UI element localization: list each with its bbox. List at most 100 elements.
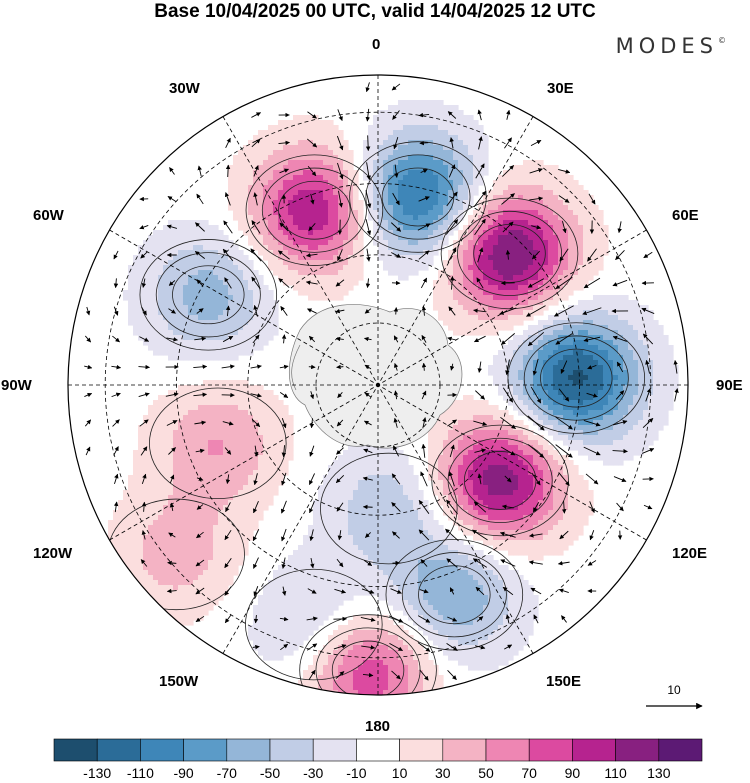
anomaly-cell (553, 290, 559, 296)
anomaly-cell (533, 440, 539, 446)
anomaly-cell (173, 475, 179, 481)
anomaly-cell (468, 425, 474, 431)
anomaly-cell (383, 160, 389, 166)
anomaly-cell (568, 290, 574, 296)
anomaly-cell (648, 315, 654, 321)
anomaly-cell (138, 435, 144, 441)
anomaly-cell (528, 445, 534, 451)
anomaly-cell (338, 240, 344, 246)
anomaly-cell (543, 215, 549, 221)
anomaly-cell (508, 285, 514, 291)
anomaly-cell (188, 260, 194, 266)
anomaly-cell (533, 235, 539, 241)
anomaly-cell (278, 150, 284, 156)
anomaly-cell (318, 280, 324, 286)
anomaly-cell (443, 155, 449, 161)
anomaly-cell (638, 320, 644, 326)
anomaly-cell (308, 185, 314, 191)
anomaly-cell (568, 310, 574, 316)
anomaly-cell (203, 260, 209, 266)
anomaly-cell (493, 405, 499, 411)
anomaly-cell (553, 320, 559, 326)
anomaly-cell (193, 335, 199, 341)
anomaly-cell (608, 390, 614, 396)
anomaly-cell (228, 200, 234, 206)
anomaly-cell (558, 220, 564, 226)
anomaly-cell (463, 195, 469, 201)
anomaly-cell (423, 230, 429, 236)
anomaly-cell (328, 200, 334, 206)
anomaly-cell (538, 280, 544, 286)
anomaly-cell (403, 265, 409, 271)
anomaly-cell (463, 295, 469, 301)
anomaly-cell (233, 210, 239, 216)
anomaly-cell (528, 215, 534, 221)
anomaly-cell (273, 415, 279, 421)
anomaly-cell (413, 190, 419, 196)
anomaly-cell (373, 185, 379, 191)
anomaly-cell (383, 150, 389, 156)
anomaly-cell (443, 165, 449, 171)
anomaly-cell (188, 325, 194, 331)
anomaly-cell (358, 450, 364, 456)
anomaly-cell (578, 370, 584, 376)
anomaly-cell (248, 400, 254, 406)
anomaly-cell (153, 425, 159, 431)
anomaly-cell (218, 485, 224, 491)
anomaly-cell (163, 340, 169, 346)
anomaly-cell (533, 250, 539, 256)
anomaly-cell (188, 230, 194, 236)
anomaly-cell (603, 305, 609, 311)
anomaly-cell (308, 230, 314, 236)
anomaly-cell (608, 305, 614, 311)
anomaly-cell (343, 160, 349, 166)
anomaly-cell (618, 445, 624, 451)
anomaly-cell (433, 225, 439, 231)
anomaly-cell (248, 320, 254, 326)
anomaly-cell (503, 305, 509, 311)
anomaly-cell (483, 145, 489, 151)
anomaly-cell (293, 240, 299, 246)
anomaly-cell (208, 460, 214, 466)
anomaly-cell (233, 345, 239, 351)
anomaly-cell (358, 260, 364, 266)
anomaly-cell (228, 275, 234, 281)
anomaly-cell (263, 150, 269, 156)
anomaly-cell (243, 275, 249, 281)
anomaly-cell (308, 220, 314, 226)
anomaly-cell (373, 235, 379, 241)
anomaly-cell (378, 210, 384, 216)
anomaly-cell (638, 435, 644, 441)
anomaly-cell (568, 405, 574, 411)
anomaly-cell (378, 240, 384, 246)
anomaly-cell (503, 295, 509, 301)
anomaly-cell (633, 315, 639, 321)
anomaly-cell (568, 410, 574, 416)
anomaly-cell (258, 470, 264, 476)
anomaly-cell (223, 270, 229, 276)
anomaly-cell (238, 380, 244, 386)
anomaly-cell (398, 450, 404, 456)
anomaly-cell (418, 145, 424, 151)
anomaly-cell (458, 230, 464, 236)
anomaly-cell (248, 225, 254, 231)
anomaly-cell (188, 315, 194, 321)
anomaly-cell (623, 355, 629, 361)
anomaly-cell (448, 220, 454, 226)
anomaly-cell (623, 370, 629, 376)
anomaly-cell (473, 275, 479, 281)
anomaly-cell (603, 340, 609, 346)
anomaly-cell (263, 470, 269, 476)
anomaly-cell (388, 145, 394, 151)
anomaly-cell (648, 400, 654, 406)
anomaly-cell (348, 265, 354, 271)
anomaly-cell (213, 455, 219, 461)
anomaly-cell (533, 455, 539, 461)
anomaly-cell (138, 480, 144, 486)
anomaly-cell (553, 460, 559, 466)
anomaly-cell (208, 260, 214, 266)
anomaly-cell (603, 415, 609, 421)
anomaly-cell (573, 360, 579, 366)
anomaly-cell (268, 225, 274, 231)
anomaly-cell (428, 470, 434, 476)
